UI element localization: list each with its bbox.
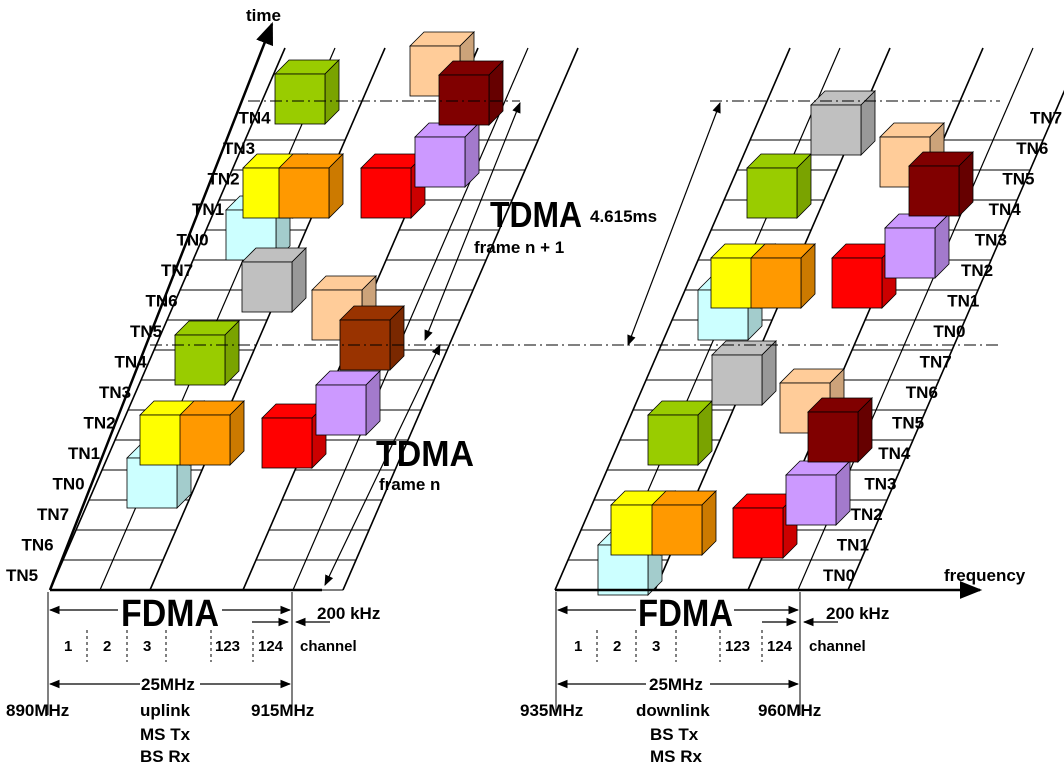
uplink-freq-start: 890MHz bbox=[6, 701, 69, 720]
uplink-direction: uplink bbox=[140, 701, 191, 720]
burst-dl-lavender-1 bbox=[785, 460, 851, 526]
frame-period-label: 4.615ms bbox=[590, 207, 657, 226]
timeslot-label-left: TN1 bbox=[192, 200, 224, 219]
timeslot-label-right: TN2 bbox=[851, 505, 883, 524]
uplink-channel-123: 123 bbox=[215, 638, 240, 655]
downlink-rx: MS Rx bbox=[650, 747, 703, 766]
timeslot-label-left: TN5 bbox=[6, 566, 38, 585]
downlink-channel-3: 3 bbox=[652, 638, 660, 655]
burst-ul-orange-1 bbox=[179, 400, 245, 466]
downlink-channel-spacing: 200 kHz bbox=[826, 604, 889, 623]
timeslot-label-right: TN0 bbox=[933, 322, 965, 341]
timeslot-label-left: TN2 bbox=[208, 170, 240, 189]
timeslot-label-left: TN6 bbox=[146, 292, 178, 311]
tdma-frame-n1-label: frame n + 1 bbox=[474, 238, 564, 257]
burst-dl-gray-1 bbox=[711, 340, 777, 406]
uplink-bandwidth: 25MHz bbox=[141, 675, 195, 694]
burst-ul-lavender-2 bbox=[414, 122, 480, 188]
uplink-tx: MS Tx bbox=[140, 725, 191, 744]
timeslot-label-right: TN5 bbox=[892, 414, 924, 433]
timeslot-label-left: TN3 bbox=[99, 383, 131, 402]
burst-ul-gray-2 bbox=[241, 247, 307, 313]
burst-ul-lavender-1 bbox=[315, 370, 381, 436]
burst-dl-lavender-2 bbox=[884, 213, 950, 279]
uplink-channel-1: 1 bbox=[64, 638, 72, 655]
burst-ul-green-1 bbox=[174, 320, 240, 386]
frame-n-duration-arrow bbox=[324, 344, 441, 586]
burst-dl-orange-1 bbox=[651, 490, 717, 556]
timeslot-label-left: TN7 bbox=[161, 261, 193, 280]
timeslot-label-left: TN2 bbox=[84, 414, 116, 433]
timeslot-label-left: TN4 bbox=[239, 109, 272, 128]
downlink-fdma-section: FDMA 200 kHz 1 2 3 123 124 channel 25MHz… bbox=[520, 592, 889, 766]
downlink-channel-1: 1 bbox=[574, 638, 582, 655]
frame-period-arrow bbox=[627, 101, 721, 347]
burst-ul-orange-2 bbox=[278, 153, 344, 219]
downlink-channel-label: channel bbox=[809, 638, 866, 655]
burst-dl-darkred-1 bbox=[807, 397, 873, 463]
downlink-channel-123: 123 bbox=[725, 638, 750, 655]
timeslot-label-left: TN3 bbox=[223, 139, 255, 158]
uplink-channel-2: 2 bbox=[103, 638, 111, 655]
timeslot-label-right: TN2 bbox=[961, 261, 993, 280]
timeslot-label-left: TN5 bbox=[130, 322, 162, 341]
frequency-axis-label: frequency bbox=[944, 566, 1026, 585]
timeslot-label-left: TN7 bbox=[37, 505, 69, 524]
timeslot-label-right: TN1 bbox=[837, 536, 869, 555]
timeslot-label-left: TN6 bbox=[22, 536, 54, 555]
downlink-bandwidth: 25MHz bbox=[649, 675, 703, 694]
timeslot-label-right: TN3 bbox=[864, 475, 896, 494]
downlink-channel-2: 2 bbox=[613, 638, 621, 655]
uplink-grid-b bbox=[242, 47, 579, 591]
timeslot-label-left: TN0 bbox=[177, 231, 209, 250]
burst-ul-green-2 bbox=[274, 59, 340, 125]
timeslot-label-right: TN7 bbox=[920, 353, 952, 372]
time-axis bbox=[48, 21, 274, 591]
downlink-freq-end: 960MHz bbox=[758, 701, 821, 720]
uplink-rx: BS Rx bbox=[140, 747, 191, 766]
burst-dl-darkred-2 bbox=[908, 151, 974, 217]
frame-n1-duration-arrow bbox=[424, 101, 521, 342]
uplink-fdma-section: FDMA 200 kHz 1 2 3 123 124 channel 25MHz… bbox=[6, 592, 380, 766]
timeslot-label-right: TN4 bbox=[878, 444, 911, 463]
tdma-frame-n-label: frame n bbox=[379, 475, 440, 494]
timeslot-label-right: TN6 bbox=[906, 383, 938, 402]
timeslot-label-left: TN4 bbox=[115, 353, 148, 372]
burst-dl-green-2 bbox=[746, 153, 812, 219]
downlink-direction: downlink bbox=[636, 701, 710, 720]
timeslot-label-left: TN1 bbox=[68, 444, 100, 463]
downlink-freq-start: 935MHz bbox=[520, 701, 583, 720]
burst-ul-brown-1 bbox=[339, 305, 405, 371]
burst-ul-darkred-2 bbox=[438, 60, 504, 126]
time-axis-label: time bbox=[246, 6, 281, 25]
downlink-tx: BS Tx bbox=[650, 725, 699, 744]
timeslot-labels-right: TN0 TN1 TN2 TN3 TN4 TN5 TN6 TN7 TN0 TN1 TN2 TN3 TN4 T… bbox=[823, 109, 1062, 586]
uplink-channel-3: 3 bbox=[143, 638, 151, 655]
timeslot-label-right: TN6 bbox=[1016, 139, 1048, 158]
timeslot-label-right: TN0 bbox=[823, 566, 855, 585]
timeslot-label-right: TN4 bbox=[989, 200, 1022, 219]
burst-dl-orange-2 bbox=[750, 243, 816, 309]
timeslot-label-left: TN0 bbox=[53, 475, 85, 494]
uplink-channel-spacing: 200 kHz bbox=[317, 604, 380, 623]
timeslot-label-right: TN1 bbox=[947, 292, 979, 311]
uplink-fdma-title: FDMA bbox=[121, 593, 219, 635]
timeslot-label-right: TN7 bbox=[1030, 109, 1062, 128]
timeslot-labels-left: TN5 TN6 TN7 TN0 TN1 TN2 TN3 TN4 TN5 TN6 TN7 TN0 TN1 T… bbox=[6, 109, 271, 586]
uplink-channel-124: 124 bbox=[258, 638, 284, 655]
tdma-frame-n-title: TDMA bbox=[376, 433, 474, 474]
downlink-channel-124: 124 bbox=[767, 638, 793, 655]
burst-dl-green-1 bbox=[647, 400, 713, 466]
uplink-channel-label: channel bbox=[300, 638, 357, 655]
tdma-frame-n1-title: TDMA bbox=[490, 194, 582, 235]
uplink-freq-end: 915MHz bbox=[251, 701, 314, 720]
downlink-fdma-title: FDMA bbox=[638, 593, 733, 635]
timeslot-label-right: TN3 bbox=[975, 231, 1007, 250]
timeslot-label-right: TN5 bbox=[1002, 170, 1034, 189]
